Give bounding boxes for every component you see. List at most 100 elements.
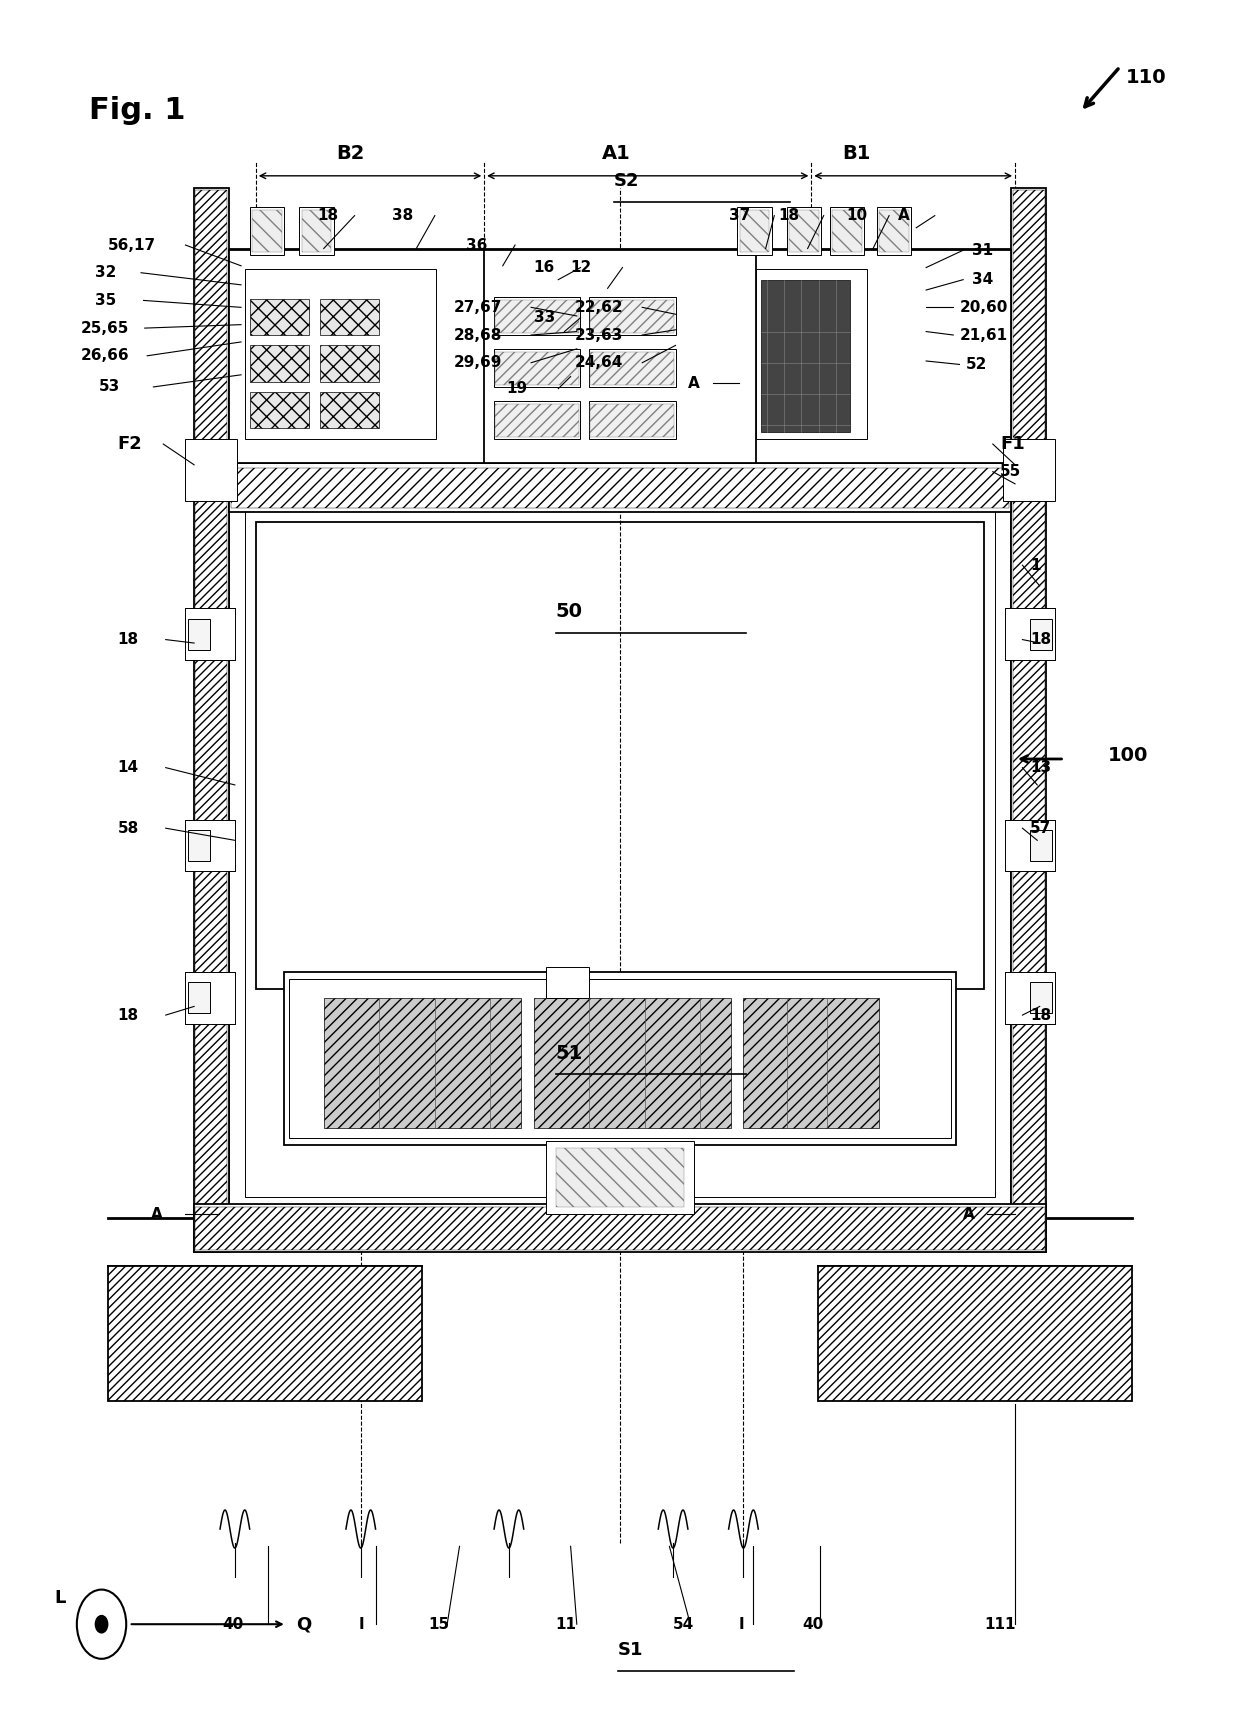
Text: 11: 11 <box>556 1616 577 1632</box>
Bar <box>1030 618 1052 649</box>
Bar <box>289 979 951 1139</box>
Text: 40: 40 <box>222 1616 244 1632</box>
Text: 29,69: 29,69 <box>454 356 502 370</box>
Text: 20,60: 20,60 <box>960 300 1008 314</box>
Text: 38: 38 <box>392 208 413 224</box>
Text: I: I <box>739 1616 744 1632</box>
Bar <box>196 1207 1044 1250</box>
Bar <box>740 210 769 252</box>
Text: 28,68: 28,68 <box>454 328 502 342</box>
Text: I: I <box>358 1616 363 1632</box>
Text: A: A <box>963 1207 975 1222</box>
Bar <box>231 469 1009 509</box>
Bar <box>494 401 580 439</box>
Bar <box>1030 983 1052 1014</box>
Text: 31: 31 <box>972 243 993 257</box>
Text: 18: 18 <box>777 208 799 224</box>
Text: 12: 12 <box>570 260 591 274</box>
Bar <box>590 352 675 385</box>
Bar <box>590 300 675 333</box>
Bar <box>589 297 676 335</box>
Text: L: L <box>55 1588 66 1608</box>
Bar <box>244 262 996 1196</box>
Bar <box>590 404 675 437</box>
Bar <box>756 269 867 439</box>
Bar <box>744 998 879 1128</box>
Bar <box>188 830 210 861</box>
Bar <box>244 269 436 439</box>
Text: A: A <box>898 208 909 224</box>
Bar <box>320 299 379 335</box>
Bar <box>301 210 331 252</box>
Text: 36: 36 <box>466 238 487 252</box>
Text: 22,62: 22,62 <box>574 300 622 314</box>
Bar <box>589 401 676 439</box>
Text: 51: 51 <box>556 1043 583 1062</box>
Text: A1: A1 <box>601 144 630 163</box>
Bar <box>299 207 334 255</box>
Text: 27,67: 27,67 <box>454 300 502 314</box>
Text: 40: 40 <box>802 1616 823 1632</box>
Text: 16: 16 <box>533 260 554 274</box>
Bar <box>195 1203 1045 1252</box>
Text: 100: 100 <box>1107 746 1148 766</box>
Text: 50: 50 <box>556 602 583 621</box>
Text: 19: 19 <box>506 382 527 396</box>
Bar <box>1006 608 1054 660</box>
Text: 56,17: 56,17 <box>108 238 156 252</box>
Text: 33: 33 <box>533 311 554 325</box>
Bar <box>320 392 379 429</box>
Text: 37: 37 <box>729 208 750 224</box>
Bar <box>546 967 589 998</box>
Bar <box>1006 972 1054 1024</box>
Text: 18: 18 <box>118 632 139 648</box>
Bar <box>249 299 309 335</box>
Bar <box>320 345 379 382</box>
Bar <box>228 248 1012 1213</box>
Text: Q: Q <box>296 1614 311 1634</box>
Bar <box>817 1266 1132 1401</box>
Bar <box>589 349 676 387</box>
Bar <box>1012 187 1045 1252</box>
Bar <box>196 189 227 1250</box>
Text: F1: F1 <box>1001 436 1025 453</box>
Bar <box>188 618 210 649</box>
Bar <box>252 210 281 252</box>
Bar <box>249 345 309 382</box>
Text: 32: 32 <box>95 266 117 279</box>
Bar <box>249 207 284 255</box>
Bar <box>186 608 234 660</box>
Text: 58: 58 <box>118 821 139 835</box>
Bar <box>533 998 732 1128</box>
Text: 18: 18 <box>1030 1007 1052 1023</box>
Bar <box>324 998 521 1128</box>
Bar <box>495 300 579 333</box>
Bar <box>494 297 580 335</box>
Text: 55: 55 <box>1001 464 1022 479</box>
Text: S1: S1 <box>618 1641 644 1660</box>
Text: A: A <box>151 1207 162 1222</box>
Bar <box>830 207 864 255</box>
Bar <box>284 972 956 1144</box>
Text: 111: 111 <box>985 1616 1016 1632</box>
Bar <box>738 207 771 255</box>
Bar <box>228 250 1012 464</box>
Text: A: A <box>688 377 699 391</box>
Bar <box>546 1141 694 1213</box>
Text: 34: 34 <box>972 273 993 286</box>
Text: 25,65: 25,65 <box>81 321 129 335</box>
Bar <box>760 279 849 432</box>
Bar <box>556 1147 684 1207</box>
Text: F2: F2 <box>118 436 143 453</box>
Text: 35: 35 <box>95 293 117 307</box>
Bar <box>832 210 862 252</box>
Text: 18: 18 <box>118 1007 139 1023</box>
Text: 57: 57 <box>1030 821 1052 835</box>
Bar <box>1006 819 1054 871</box>
Text: 110: 110 <box>1126 68 1167 87</box>
Bar <box>1013 189 1044 1250</box>
Text: Fig. 1: Fig. 1 <box>89 95 186 125</box>
Bar <box>186 972 234 1024</box>
Text: 26,66: 26,66 <box>81 349 129 363</box>
Text: 13: 13 <box>1030 760 1052 776</box>
